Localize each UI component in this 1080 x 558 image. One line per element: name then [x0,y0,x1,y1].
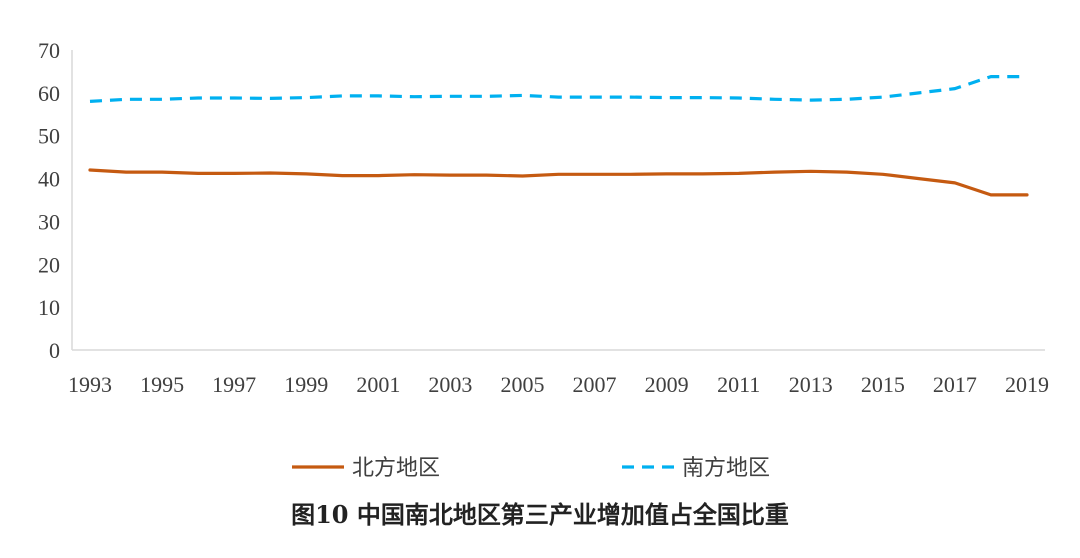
x-tick-label: 2011 [717,372,760,397]
x-tick-label: 2017 [933,372,977,397]
legend-label-1: 北方地区 [352,456,440,481]
x-tick-label: 2003 [428,372,472,397]
x-axis-ticks: 1993 1995 1997 1999 2001 2003 2005 2007 2009 2011… [68,372,1049,397]
x-tick-label: 2001 [356,372,400,397]
x-tick-label: 1995 [140,372,184,397]
x-tick-label: 2013 [789,372,833,397]
y-tick-label: 10 [38,295,60,320]
legend: 北方地区 南方地区 [292,456,770,481]
x-tick-label: 2005 [500,372,544,397]
x-tick-label: 1997 [212,372,256,397]
series-layer [88,74,1029,197]
x-tick-label: 2007 [573,372,617,397]
series-line-2 [89,74,1027,103]
x-tick-label: 1999 [284,372,328,397]
x-tick-label: 2009 [645,372,689,397]
x-tick-label: 1993 [68,372,112,397]
chart-title: 图10 中国南北地区第三产业增加值占全国比重 [291,500,789,529]
series-line-1 [88,168,1029,197]
legend-label-2: 南方地区 [682,456,770,481]
y-tick-label: 50 [38,124,60,149]
y-tick-label: 20 [38,252,60,277]
y-tick-label: 40 [38,167,60,192]
y-tick-label: 0 [49,338,60,363]
y-tick-label: 30 [38,209,60,234]
y-axis-ticks: 0 10 20 30 40 50 60 70 [38,38,60,363]
x-tick-label: 2019 [1005,372,1049,397]
y-tick-label: 60 [38,81,60,106]
y-tick-label: 70 [38,38,60,63]
x-tick-label: 2015 [861,372,905,397]
